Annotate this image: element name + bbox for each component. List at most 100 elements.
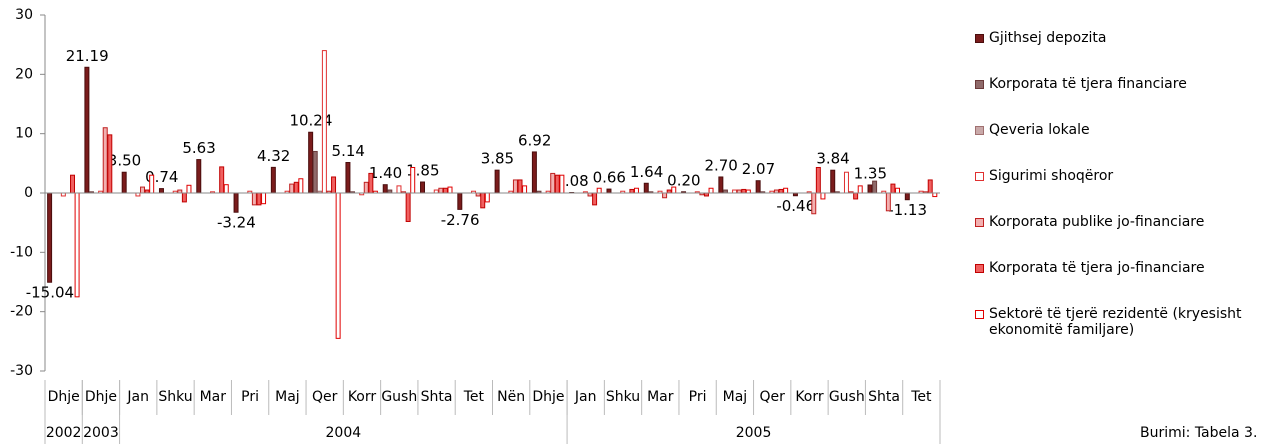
bar <box>742 189 746 193</box>
x-tick-label: Dhje <box>532 389 564 405</box>
legend-label: Sektorë të tjerë rezidentë (kryesisht ek… <box>989 306 1265 338</box>
bar <box>672 187 676 193</box>
source-note: Burimi: Tabela 3. <box>1140 425 1257 441</box>
bar <box>868 185 872 193</box>
bar <box>560 175 564 193</box>
bar <box>406 193 410 221</box>
legend-label: Gjithsej depozita <box>989 30 1107 46</box>
bar <box>634 188 638 193</box>
data-label: 2.70 <box>704 156 737 174</box>
x-tick-label: Korr <box>795 389 824 405</box>
bar <box>220 167 224 193</box>
legend-swatch <box>975 80 984 89</box>
legend-item: Sigurimi shoqëror <box>975 168 1265 214</box>
data-label: -15.04 <box>26 284 74 302</box>
legend-item: Gjithsej depozita <box>975 30 1265 76</box>
bar <box>513 180 517 193</box>
bar <box>905 193 909 200</box>
x-tick-label: Maj <box>275 389 300 405</box>
bar <box>150 175 154 193</box>
y-tick-label: 20 <box>15 66 33 82</box>
x-group-label: 2003 <box>83 425 119 441</box>
bar <box>421 182 425 193</box>
bar <box>197 160 201 193</box>
bar <box>369 173 373 193</box>
bar <box>252 193 256 205</box>
legend-item: Qeveria lokale <box>975 122 1265 168</box>
y-tick-label: -30 <box>10 363 33 379</box>
x-group-label: 2004 <box>326 425 362 441</box>
bar <box>383 185 387 193</box>
x-tick-label: Korr <box>348 389 377 405</box>
x-tick-label: Shku <box>606 389 640 405</box>
x-tick-label: Jan <box>574 389 597 405</box>
bar <box>816 167 820 193</box>
x-tick-label: Mar <box>647 389 674 405</box>
data-label: 5.14 <box>332 142 365 160</box>
bar <box>709 188 713 193</box>
bar <box>71 175 75 193</box>
bar <box>411 167 415 193</box>
x-tick-label: Qer <box>759 389 785 405</box>
y-tick-label: -10 <box>10 244 33 260</box>
legend-item: Korporata të tjera jo-financiare <box>975 260 1265 306</box>
bar <box>854 193 858 199</box>
data-label: 21.19 <box>66 47 109 65</box>
legend-swatch <box>975 172 984 181</box>
legend-swatch <box>975 126 984 135</box>
data-label: 1.64 <box>630 163 663 181</box>
x-tick-label: Dhje <box>85 389 117 405</box>
x-tick-label: Tet <box>463 389 485 405</box>
bar <box>779 189 783 193</box>
x-tick-label: Pri <box>689 389 707 405</box>
data-label: 6.92 <box>518 131 551 149</box>
data-label: 1.40 <box>369 164 402 182</box>
bar <box>928 180 932 193</box>
data-label: 4.32 <box>257 147 290 165</box>
data-label: -3.24 <box>217 214 256 232</box>
bar <box>182 193 186 202</box>
data-label: 3.85 <box>481 150 514 168</box>
bar <box>313 151 317 193</box>
bar <box>607 189 611 193</box>
bar <box>458 193 462 209</box>
bar <box>597 188 601 193</box>
bar <box>663 193 667 198</box>
x-tick-label: Shku <box>158 389 192 405</box>
legend-label: Korporata të tjera jo-financiare <box>989 260 1205 276</box>
x-group-label: 2002 <box>46 425 82 441</box>
bar <box>48 193 52 282</box>
bar <box>644 183 648 193</box>
bar <box>443 188 447 193</box>
legend-item: Sektorë të tjerë rezidentë (kryesisht ek… <box>975 306 1265 352</box>
x-tick-label: Gush <box>381 389 417 405</box>
x-tick-label: Tet <box>910 389 932 405</box>
x-tick-label: Pri <box>241 389 259 405</box>
bar <box>518 180 522 193</box>
legend-item: Korporata publike jo-financiare <box>975 214 1265 260</box>
bar <box>294 182 298 193</box>
y-tick-label: 10 <box>15 126 33 142</box>
x-tick-label: Shta <box>421 389 453 405</box>
bar <box>257 193 261 205</box>
bar <box>495 170 499 193</box>
bar <box>719 177 723 193</box>
bar <box>224 185 228 193</box>
x-tick-label: Jan <box>126 389 149 405</box>
legend-label: Qeveria lokale <box>989 122 1090 138</box>
bar <box>85 67 89 193</box>
bar <box>812 193 816 214</box>
bar <box>271 167 275 193</box>
x-group-label: 2005 <box>736 425 772 441</box>
data-label: -2.76 <box>441 211 480 229</box>
bar <box>784 188 788 193</box>
bar <box>103 128 107 193</box>
bar <box>896 188 900 193</box>
bar <box>891 184 895 193</box>
data-label: 0.66 <box>593 169 626 187</box>
bar <box>756 181 760 193</box>
x-tick-label: Maj <box>723 389 748 405</box>
bar <box>630 189 634 193</box>
